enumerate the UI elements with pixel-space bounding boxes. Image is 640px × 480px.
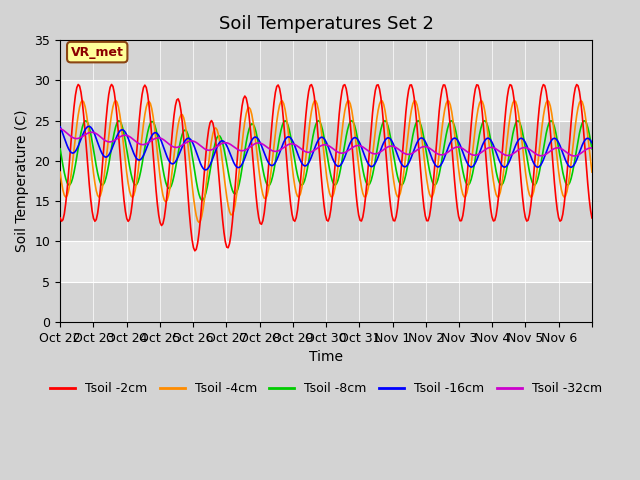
Title: Soil Temperatures Set 2: Soil Temperatures Set 2 [219,15,433,33]
Legend: Tsoil -2cm, Tsoil -4cm, Tsoil -8cm, Tsoil -16cm, Tsoil -32cm: Tsoil -2cm, Tsoil -4cm, Tsoil -8cm, Tsoi… [45,377,607,400]
Bar [60,120,592,161]
X-axis label: Time: Time [309,350,343,364]
Bar [60,201,592,241]
Text: VR_met: VR_met [71,46,124,59]
Y-axis label: Soil Temperature (C): Soil Temperature (C) [15,110,29,252]
Bar [60,40,592,80]
Bar [60,282,592,322]
